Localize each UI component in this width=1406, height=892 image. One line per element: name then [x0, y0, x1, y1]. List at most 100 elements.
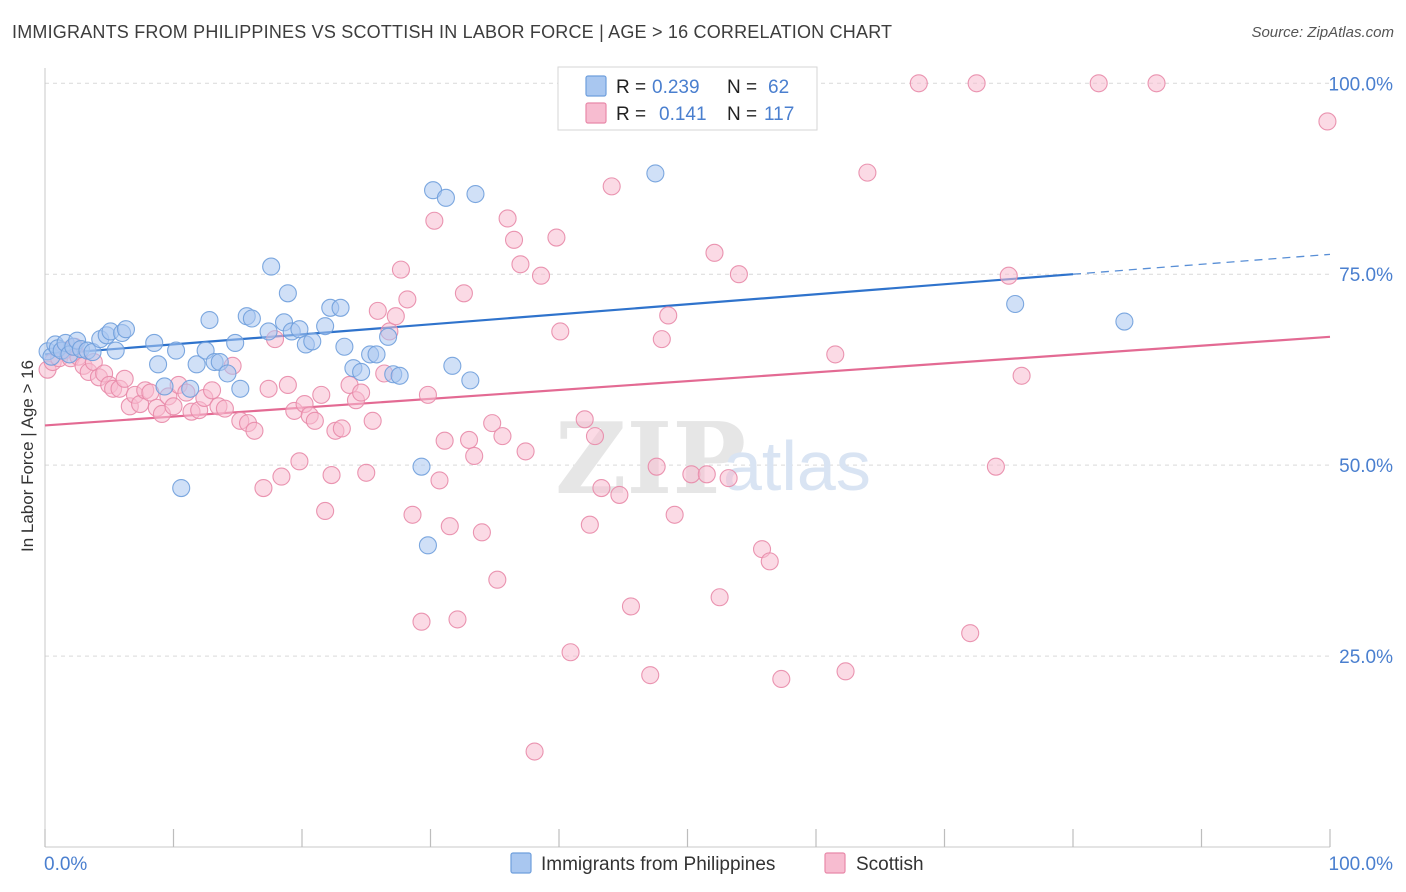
point-scottish — [561, 643, 580, 662]
point-scottish — [278, 375, 297, 394]
point-philippines — [646, 164, 665, 183]
point-scottish — [772, 669, 791, 689]
point-philippines — [418, 536, 437, 555]
point-scottish — [760, 552, 779, 571]
stats-legend-swatch-philippines — [585, 75, 607, 97]
point-philippines — [106, 341, 125, 360]
point-scottish — [610, 485, 629, 504]
trend-line-philippines — [44, 273, 1074, 356]
point-philippines — [331, 298, 350, 317]
point-scottish — [967, 74, 986, 93]
data-points — [38, 74, 1337, 761]
stats-legend-swatch-scottish — [585, 102, 607, 124]
point-scottish — [531, 266, 551, 285]
y-tick-label: 75.0% — [1339, 265, 1393, 286]
point-scottish — [498, 209, 517, 228]
point-scottish — [682, 465, 701, 484]
point-scottish — [448, 610, 467, 629]
stats-legend-n-label: N = — [727, 104, 757, 125]
y-tick-label: 100.0% — [1329, 74, 1394, 95]
point-scottish — [641, 666, 660, 685]
point-scottish — [245, 421, 264, 440]
x-tick-label: 0.0% — [44, 854, 87, 875]
point-philippines — [290, 320, 309, 339]
y-tick-label: 25.0% — [1339, 647, 1393, 668]
series-legend-swatch-philippines[interactable] — [510, 852, 532, 874]
point-philippines — [316, 317, 335, 336]
point-scottish — [488, 570, 507, 589]
stats-legend-r-label: R = — [616, 77, 646, 98]
series-legend: Immigrants from Philippines Scottish — [510, 852, 924, 875]
point-scottish — [322, 466, 341, 485]
y-tick-label: 50.0% — [1339, 456, 1393, 477]
point-scottish — [483, 414, 502, 433]
point-philippines — [1115, 312, 1134, 331]
point-scottish — [472, 523, 491, 542]
point-scottish — [516, 442, 535, 461]
stats-legend: R = 0.239 N = 62 R = 0.141 N = 117 — [557, 66, 818, 131]
point-scottish — [1318, 112, 1337, 131]
point-philippines — [412, 457, 431, 476]
stats-legend-r-value: 0.141 — [659, 104, 707, 125]
point-scottish — [547, 228, 566, 247]
point-scottish — [621, 597, 641, 616]
point-philippines — [390, 366, 409, 385]
point-scottish — [551, 322, 570, 341]
point-scottish — [719, 469, 738, 488]
point-scottish — [368, 301, 387, 320]
point-scottish — [454, 284, 473, 303]
point-philippines — [155, 377, 174, 396]
point-scottish — [493, 427, 512, 446]
point-scottish — [647, 457, 666, 476]
point-philippines — [231, 379, 250, 398]
point-scottish — [363, 411, 382, 430]
point-scottish — [585, 427, 605, 446]
point-scottish — [580, 515, 599, 534]
stats-legend-r-label: R = — [616, 104, 646, 125]
series-legend-label-philippines[interactable]: Immigrants from Philippines — [541, 854, 775, 875]
point-philippines — [367, 345, 386, 364]
point-scottish — [504, 230, 524, 249]
trend-line-philippines-extension — [1072, 253, 1331, 275]
point-scottish — [602, 177, 621, 196]
point-philippines — [335, 337, 354, 356]
point-philippines — [259, 322, 278, 341]
point-philippines — [167, 341, 186, 360]
point-philippines — [278, 284, 297, 303]
point-philippines — [145, 333, 164, 352]
point-scottish — [652, 330, 671, 349]
point-scottish — [858, 163, 877, 182]
series-legend-label-scottish[interactable]: Scottish — [856, 854, 924, 875]
series-legend-swatch-scottish[interactable] — [824, 852, 846, 874]
point-philippines — [218, 364, 237, 383]
point-philippines — [116, 320, 136, 339]
point-scottish — [203, 381, 222, 400]
trend-lines — [44, 253, 1331, 427]
point-scottish — [254, 478, 273, 498]
point-scottish — [909, 74, 928, 93]
point-scottish — [164, 397, 183, 416]
point-scottish — [575, 410, 594, 429]
point-scottish — [961, 624, 980, 643]
axes — [44, 68, 1331, 848]
point-scottish — [259, 379, 278, 398]
point-scottish — [412, 612, 431, 631]
point-philippines — [262, 257, 281, 276]
watermark: ZIP atlas — [555, 402, 871, 517]
point-scottish — [398, 290, 417, 309]
point-philippines — [443, 356, 462, 375]
point-scottish — [999, 266, 1018, 285]
trend-line-scottish — [44, 335, 1331, 427]
point-scottish — [1012, 366, 1031, 385]
point-philippines — [466, 184, 485, 204]
y-tick-labels: 25.0% 50.0% 75.0% 100.0% — [1329, 74, 1394, 668]
point-scottish — [1089, 74, 1108, 93]
point-scottish — [316, 501, 335, 521]
chart-title: IMMIGRANTS FROM PHILIPPINES VS SCOTTISH … — [12, 22, 893, 42]
stats-legend-r-value: 0.239 — [652, 77, 700, 98]
point-scottish — [391, 260, 410, 279]
point-scottish — [425, 211, 444, 230]
point-scottish — [440, 517, 459, 536]
point-scottish — [386, 307, 405, 326]
point-scottish — [290, 452, 309, 471]
